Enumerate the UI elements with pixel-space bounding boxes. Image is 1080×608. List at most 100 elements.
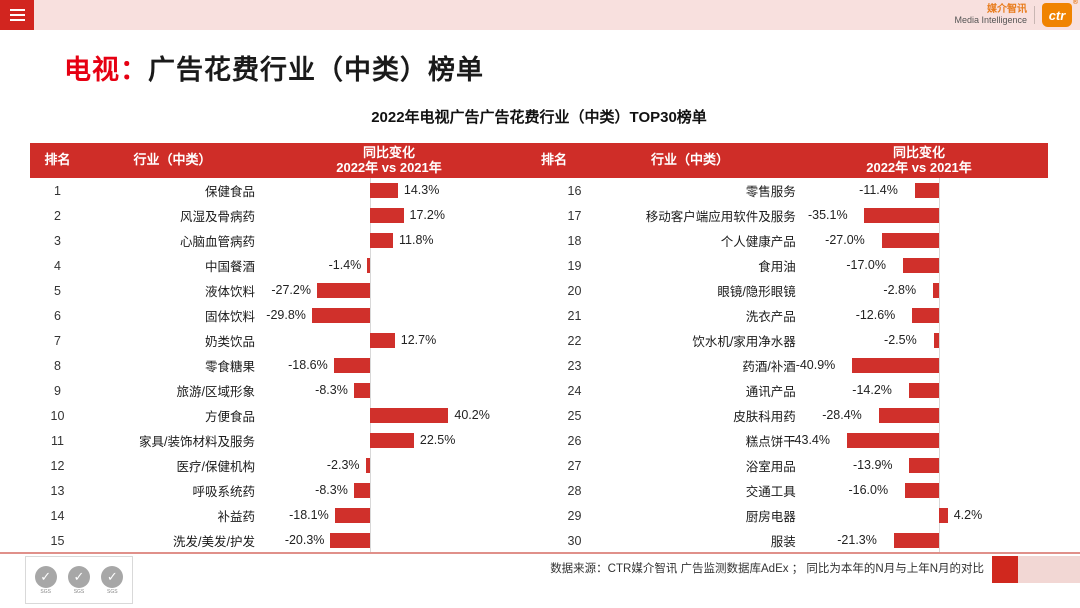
- industry-cell: 方便食品: [204, 410, 255, 424]
- industry-cell: 药酒/补酒: [742, 360, 796, 374]
- sgs-logo-icon: ✓ SGS: [67, 565, 90, 595]
- change-bar: [370, 433, 414, 448]
- industry-cell: 液体饮料: [204, 285, 255, 299]
- industry-cell: 补益药: [217, 510, 255, 524]
- rank-cell: 12: [50, 458, 65, 473]
- industry-cell: 浴室用品: [745, 460, 796, 474]
- industry-cell: 零食糖果: [204, 360, 255, 374]
- col-header-change-right: 同比变化 2022年 vs 2021年: [790, 143, 1048, 178]
- change-bar: [846, 433, 939, 448]
- rank-cell: 8: [54, 358, 61, 373]
- bar-cell: -17.0%: [801, 253, 1048, 278]
- bar-cell: 4.2%: [801, 503, 1048, 528]
- change-bar: [864, 208, 939, 223]
- change-bar: [912, 308, 939, 323]
- industry-cell: 洗发/美发/护发: [173, 535, 255, 549]
- table-header: 排名 行业（中类） 同比变化 2022年 vs 2021年 排名 行业（中类） …: [30, 143, 1048, 178]
- bar-cell: -35.1%: [801, 203, 1048, 228]
- industry-cell: 医疗/保健机构: [176, 460, 255, 474]
- table-row: 29 厨房电器 4.2%: [540, 503, 1048, 528]
- menu-icon[interactable]: [0, 0, 34, 30]
- industry-cell: 皮肤科用药: [733, 410, 796, 424]
- table-row: 23 药酒/补酒 -40.9%: [540, 353, 1048, 378]
- change-value-label: -2.3%: [326, 458, 360, 472]
- rank-cell: 13: [50, 483, 65, 498]
- rank-cell: 30: [567, 533, 582, 548]
- table-row: 25 皮肤科用药 -28.4%: [540, 403, 1048, 428]
- bar-cell: -2.3%: [260, 453, 518, 478]
- brand-divider: [1034, 6, 1035, 24]
- bar-cell: -2.5%: [801, 328, 1048, 353]
- rank-cell: 27: [567, 458, 582, 473]
- bar-cell: -14.2%: [801, 378, 1048, 403]
- rank-cell: 18: [567, 233, 582, 248]
- table-row: 9 旅游/区域形象 -8.3%: [30, 378, 518, 403]
- table-row: 12 医疗/保健机构 -2.3%: [30, 453, 518, 478]
- sgs-logo-icon: ✓ SGS: [34, 565, 57, 595]
- change-value-label: -13.9%: [852, 458, 893, 472]
- rank-cell: 10: [50, 408, 65, 423]
- industry-cell: 呼吸系统药: [192, 485, 255, 499]
- industry-cell: 个人健康产品: [720, 235, 796, 249]
- bar-cell: -27.0%: [801, 228, 1048, 253]
- change-bar: [932, 283, 939, 298]
- change-value-label: -11.4%: [859, 183, 898, 197]
- col-header-change-left: 同比变化 2022年 vs 2021年: [260, 143, 518, 178]
- change-header-line1: 同比变化: [362, 144, 415, 160]
- change-value-label: -16.0%: [848, 483, 889, 497]
- rank-cell: 20: [567, 283, 582, 298]
- change-bar: [370, 408, 449, 423]
- industry-cell: 交通工具: [745, 485, 796, 499]
- change-bar: [878, 408, 939, 423]
- registered-mark: ®: [1072, 0, 1078, 6]
- rank-cell: 14: [50, 508, 65, 523]
- change-bar: [909, 458, 939, 473]
- certification-logos: ✓ SGS ✓ SGS ✓ SGS: [25, 556, 133, 604]
- rank-cell: 4: [54, 258, 61, 273]
- rank-cell: 6: [54, 308, 61, 323]
- change-value-label: -27.2%: [271, 283, 311, 297]
- rank-cell: 28: [567, 483, 582, 498]
- table-row: 10 方便食品 40.2%: [30, 403, 518, 428]
- bar-cell: -29.8%: [260, 303, 518, 328]
- change-value-label: -20.3%: [284, 533, 325, 547]
- col-header-rank-right: 排名: [540, 152, 567, 168]
- footer-accent: [992, 556, 1080, 583]
- panel-right: 16 零售服务 -11.4% 17 移动客户端应用软件及服务 -35.1% 18 个人健康产品…: [540, 178, 1048, 553]
- change-header-line1: 同比变化: [892, 144, 945, 160]
- change-bar: [938, 508, 948, 523]
- change-bar: [893, 533, 939, 548]
- change-value-label: 22.5%: [419, 433, 456, 447]
- change-bar: [852, 358, 939, 373]
- ctr-logo: ctr ®: [1042, 0, 1078, 27]
- change-bar: [353, 483, 370, 498]
- change-value-label: -1.4%: [328, 258, 362, 272]
- table-row: 1 保健食品 14.3%: [30, 178, 518, 203]
- change-bar: [881, 233, 939, 248]
- change-value-label: 14.3%: [403, 183, 440, 197]
- rank-cell: 2: [54, 208, 61, 223]
- bar-cell: -12.6%: [801, 303, 1048, 328]
- bar-cell: -13.9%: [801, 453, 1048, 478]
- rank-cell: 7: [54, 333, 61, 348]
- change-value-label: -8.3%: [315, 483, 348, 497]
- rank-cell: 1: [54, 183, 61, 198]
- bar-cell: -8.3%: [260, 478, 518, 503]
- rank-cell: 3: [54, 233, 61, 248]
- bar-cell: -28.4%: [801, 403, 1048, 428]
- change-value-label: -18.1%: [289, 508, 329, 522]
- bar-cell: -18.1%: [260, 503, 518, 528]
- change-value-label: -12.6%: [855, 308, 896, 322]
- table-row: 30 服装 -21.3%: [540, 528, 1048, 553]
- change-bar: [370, 183, 398, 198]
- change-bar: [330, 533, 370, 548]
- rank-cell: 24: [567, 383, 582, 398]
- table-row: 4 中国餐酒 -1.4%: [30, 253, 518, 278]
- divider-line: [0, 552, 1080, 554]
- ctr-logo-text: ctr: [1048, 7, 1066, 23]
- industry-cell: 眼镜/隐形眼镜: [717, 285, 796, 299]
- change-bar: [370, 333, 395, 348]
- chart-title: 2022年电视广告广告花费行业（中类）TOP30榜单: [371, 109, 707, 126]
- change-value-label: -2.8%: [883, 283, 917, 297]
